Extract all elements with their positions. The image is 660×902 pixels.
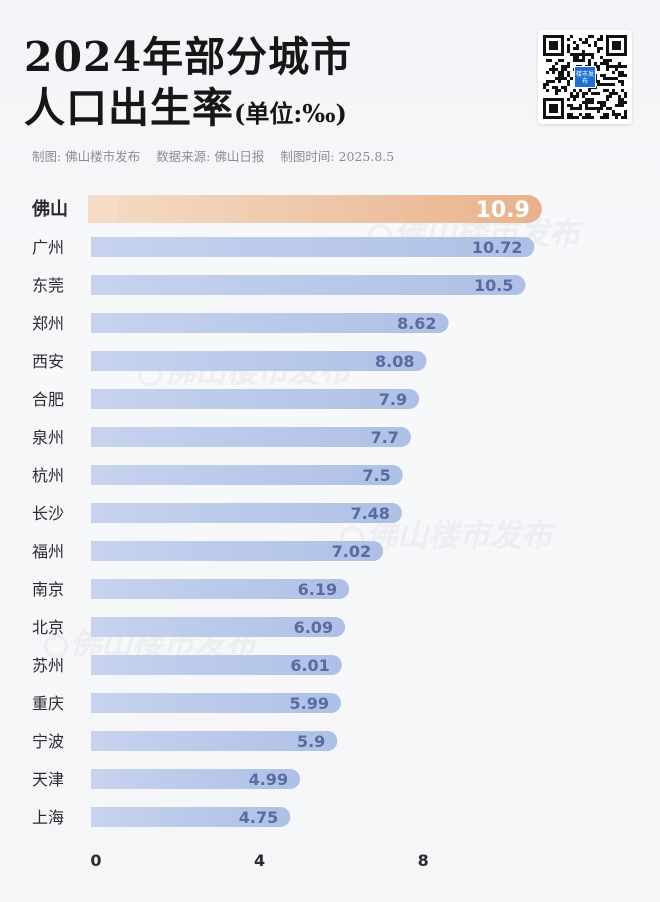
x-tick-label: 4 <box>254 851 265 870</box>
category-label: 北京 <box>32 618 64 637</box>
bar-left-cap <box>91 351 105 371</box>
bar-left-cap <box>91 731 105 751</box>
bar <box>91 769 301 789</box>
bar <box>91 389 420 409</box>
qr-logo: 楼市发布 <box>574 66 596 88</box>
bar <box>91 351 427 371</box>
category-label: 西安 <box>32 352 64 371</box>
category-label: 福州 <box>32 542 64 561</box>
bar <box>91 807 291 827</box>
bar-left-cap <box>91 465 105 485</box>
qr-code: 楼市发布 <box>538 30 632 124</box>
title-unit: (单位:‰) <box>234 99 347 128</box>
data-label: 7.7 <box>371 428 399 447</box>
data-label: 10.5 <box>474 276 513 295</box>
x-tick-label: 8 <box>418 851 429 870</box>
bar <box>88 195 542 223</box>
bar <box>91 617 346 637</box>
credit-maker: 制图: 佛山楼市发布 <box>32 149 141 164</box>
data-label: 7.02 <box>332 542 371 561</box>
category-label: 上海 <box>32 808 64 827</box>
bar <box>91 541 384 561</box>
x-tick-label: 0 <box>90 851 101 870</box>
bar <box>91 693 341 713</box>
bar-left-cap <box>91 313 105 333</box>
data-label: 6.19 <box>298 580 337 599</box>
category-label: 佛山 <box>31 198 68 220</box>
bar-left-cap <box>91 503 105 523</box>
bar-left-cap <box>91 617 105 637</box>
title-line-2: 人口出生率 <box>24 84 234 132</box>
bar-left-cap <box>88 195 118 223</box>
category-label: 杭州 <box>32 466 64 485</box>
bar-left-cap <box>91 655 105 675</box>
chart-title: 2024年部分城市 人口出生率(单位:‰) <box>24 32 352 139</box>
bar-left-cap <box>91 807 105 827</box>
data-label: 7.48 <box>350 504 389 523</box>
credit-source: 数据来源: 佛山日报 <box>156 149 265 164</box>
bar-left-cap <box>91 541 105 561</box>
bar <box>91 313 449 333</box>
category-label: 南京 <box>32 580 64 599</box>
category-label: 郑州 <box>32 314 64 333</box>
category-label: 广州 <box>32 238 64 257</box>
data-label: 4.75 <box>239 808 278 827</box>
data-label: 4.99 <box>249 770 288 789</box>
bar-left-cap <box>91 427 105 447</box>
data-label: 5.9 <box>297 732 325 751</box>
category-label: 天津 <box>32 770 64 789</box>
data-label: 10.72 <box>472 238 523 257</box>
bar-left-cap <box>91 389 105 409</box>
bar-left-cap <box>91 579 105 599</box>
data-label: 7.5 <box>362 466 390 485</box>
bar-left-cap <box>91 693 105 713</box>
bar <box>91 579 350 599</box>
data-label: 6.01 <box>290 656 329 675</box>
category-label: 泉州 <box>32 428 64 447</box>
title-line-1: 2024年部分城市 <box>24 33 353 81</box>
bar <box>91 655 342 675</box>
data-label: 7.9 <box>379 390 407 409</box>
category-label: 合肥 <box>32 390 64 409</box>
category-label: 苏州 <box>32 656 64 675</box>
category-label: 长沙 <box>32 504 64 523</box>
data-label: 10.9 <box>476 198 530 223</box>
bar <box>91 427 411 447</box>
data-label: 5.99 <box>290 694 329 713</box>
bar <box>91 731 338 751</box>
credits: 制图: 佛山楼市发布 数据来源: 佛山日报 制图时间: 2025.8.5 <box>32 146 406 165</box>
bar-left-cap <box>91 769 105 789</box>
bar <box>91 237 535 257</box>
bar <box>91 275 526 295</box>
category-label: 宁波 <box>32 732 64 751</box>
data-label: 8.62 <box>397 314 436 333</box>
bar <box>91 465 403 485</box>
category-label: 重庆 <box>32 694 64 713</box>
category-label: 东莞 <box>32 276 64 295</box>
data-label: 8.08 <box>375 352 414 371</box>
bar-left-cap <box>91 237 105 257</box>
credit-date: 制图时间: 2025.8.5 <box>280 149 395 164</box>
bar-left-cap <box>91 275 105 295</box>
bar <box>91 503 402 523</box>
data-label: 6.09 <box>294 618 333 637</box>
